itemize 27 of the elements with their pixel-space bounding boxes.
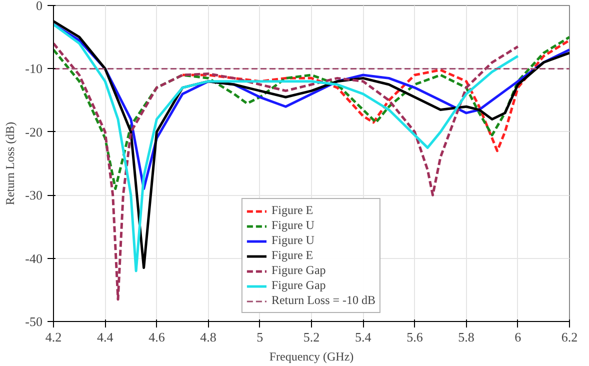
y-tick-label: -20 — [25, 124, 43, 140]
y-axis-title: Return Loss (dB) — [3, 122, 18, 206]
y-tick-label: -10 — [25, 61, 43, 76]
legend-label: Figure Gap — [271, 278, 326, 293]
y-tick-label: -50 — [25, 314, 43, 329]
x-tick-label: 5.8 — [458, 330, 474, 344]
legend-label: Figure E — [271, 248, 314, 263]
legend-label: Figure U — [271, 233, 314, 248]
legend-label: Figure E — [271, 203, 314, 218]
x-axis-title: Frequency (GHz) — [269, 350, 354, 364]
x-tick-label: 4.4 — [96, 330, 114, 344]
legend-label: Figure Gap — [271, 263, 326, 278]
x-tick-label: 5 — [256, 330, 264, 344]
y-tick-label: -30 — [25, 188, 43, 203]
x-tick-label: 4.2 — [45, 330, 62, 344]
legend-label: Figure U — [271, 218, 314, 233]
legend-label: Return Loss = -10 dB — [271, 293, 376, 308]
x-tick-label: 4.6 — [148, 330, 166, 344]
y-tick-label: 0 — [36, 0, 42, 13]
x-tick-label: 5.2 — [303, 330, 320, 344]
x-tick-label: 6 — [514, 330, 522, 344]
x-tick-label: 6.2 — [561, 330, 578, 344]
x-tick-label: 5.6 — [406, 330, 424, 344]
x-tick-label: 4.8 — [200, 330, 216, 344]
line-series — [181, 39, 570, 152]
x-tick-label: 5.4 — [354, 330, 372, 344]
y-tick-label: -40 — [25, 250, 43, 266]
